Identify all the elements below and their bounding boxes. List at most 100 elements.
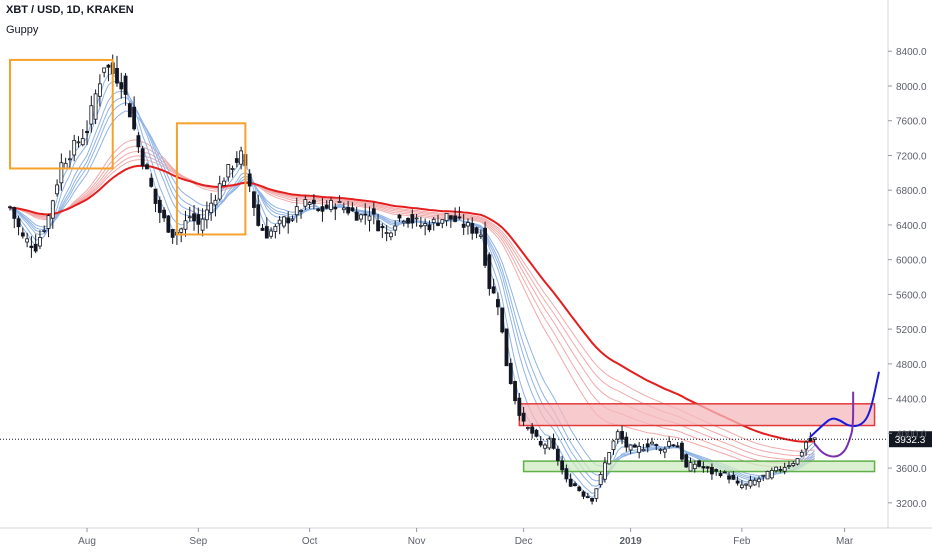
annotations-front (9, 58, 880, 458)
candle-body (551, 438, 556, 449)
time-axis[interactable]: Aug Sep Oct Nov Dec 2019 Feb Mar (78, 528, 854, 547)
candle-body (671, 444, 676, 447)
candle-body (641, 448, 646, 452)
candle-body (585, 496, 590, 499)
price-tick-label: 8000.0 (896, 82, 927, 93)
candle-body (727, 475, 731, 480)
price-tick-label: 5200.0 (896, 325, 927, 336)
candle-body (508, 362, 513, 385)
candle-body (517, 397, 522, 416)
candle-body (269, 230, 273, 237)
last-price-label: 3932.3 (895, 435, 926, 446)
candle-body (230, 168, 235, 170)
candle-body (290, 218, 295, 221)
price-tick-label: 7200.0 (896, 151, 927, 162)
candle-body (376, 220, 380, 232)
purple-projection-path (813, 391, 855, 458)
time-tick-label: Sep (189, 536, 207, 547)
candle-body (667, 441, 672, 447)
candle-body (226, 164, 231, 178)
candle-body (140, 148, 145, 167)
candle-body (217, 183, 222, 200)
candle-body (162, 209, 166, 219)
candle-body (286, 217, 291, 224)
candle-body (534, 429, 539, 437)
time-tick-label: Feb (733, 536, 751, 547)
candle-body (684, 454, 689, 468)
time-tick-label: Aug (78, 536, 96, 547)
candle-body (38, 237, 42, 247)
candle-body (795, 458, 800, 465)
candle-body (543, 444, 547, 449)
candle-body (453, 215, 458, 222)
candle-body (179, 228, 184, 233)
candle-body (329, 200, 333, 210)
candle-body (607, 452, 612, 465)
candle-body (410, 214, 415, 224)
orange-box (9, 58, 114, 170)
candle-body (457, 216, 462, 219)
candle-body (697, 460, 701, 467)
candle-body (119, 82, 124, 90)
price-axis[interactable]: 3200.0 3600.0 4000.0 4400.0 4800.0 5200.0 5600… (888, 47, 927, 510)
candle-body (418, 224, 423, 227)
candle-body (59, 162, 64, 184)
candle-body (149, 177, 154, 187)
candle-body (774, 466, 779, 472)
price-tick-label: 4000.0 (896, 429, 927, 440)
candle-body (55, 184, 59, 195)
candle-body (367, 215, 372, 221)
candle-body (363, 213, 368, 216)
candle-body (192, 213, 196, 222)
candle-body (29, 245, 34, 248)
candle-body (483, 227, 487, 266)
candle-body (787, 465, 791, 467)
time-tick-label: Dec (515, 536, 533, 547)
candle-body (401, 221, 406, 224)
candle-body (620, 431, 624, 440)
candle-body (722, 471, 727, 474)
candle-body (50, 200, 55, 219)
price-tick-label: 3600.0 (896, 464, 927, 475)
ema-short-line (9, 73, 815, 499)
candle-body (628, 444, 633, 451)
candle-body (637, 446, 642, 453)
candle-body (273, 226, 278, 232)
grid (0, 0, 932, 529)
candle-body (380, 226, 385, 229)
price-tick-label: 6800.0 (896, 186, 927, 197)
candle-body (739, 484, 744, 488)
candle-body (102, 67, 107, 73)
candle-body (615, 431, 620, 440)
candle-body (431, 218, 436, 223)
candle-body (93, 93, 98, 120)
price-tick-label: 5600.0 (896, 290, 927, 301)
candle-body (200, 218, 205, 231)
candle-body (427, 224, 432, 231)
price-tick-label: 6000.0 (896, 256, 927, 267)
price-tick-label: 6400.0 (896, 221, 927, 232)
annotations-back (518, 403, 876, 473)
price-tick-label: 8400.0 (896, 47, 927, 58)
candle-body (260, 227, 265, 231)
blue-projection-path (809, 371, 880, 438)
candle-body (662, 448, 667, 453)
candle-body (487, 254, 492, 289)
candle-body (187, 216, 192, 219)
candle-body (127, 103, 132, 118)
candle-body (573, 483, 577, 487)
candle-body (658, 449, 663, 451)
candle-body (645, 443, 650, 448)
candle-body (423, 223, 428, 227)
candle-body (500, 307, 505, 333)
candle-body (299, 209, 303, 212)
candle-body (799, 451, 804, 457)
candle-body (624, 436, 629, 448)
candle-body (804, 441, 808, 450)
candle-body (680, 442, 684, 460)
candle-body (350, 207, 355, 212)
indicator-label[interactable]: Guppy (6, 24, 39, 36)
candle-body (718, 473, 723, 477)
